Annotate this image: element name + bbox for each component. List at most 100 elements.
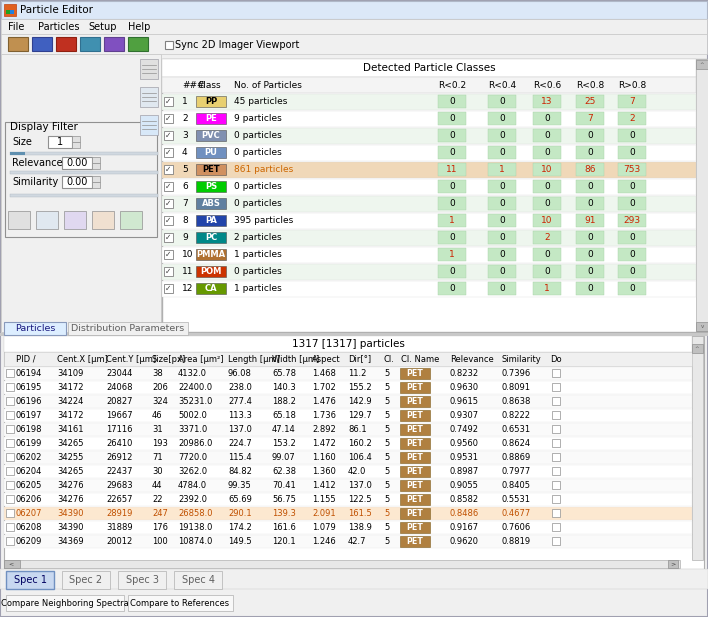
Bar [162, 196, 696, 212]
Bar [80, 37, 100, 51]
Text: 0.8091: 0.8091 [502, 383, 531, 392]
Text: 22400.0: 22400.0 [178, 383, 212, 392]
Bar [576, 282, 604, 295]
Bar [533, 129, 561, 142]
Bar [4, 507, 692, 520]
Bar [162, 77, 696, 93]
Text: 84.82: 84.82 [228, 466, 252, 476]
Bar [618, 231, 646, 244]
Text: Cent.Y [μm]: Cent.Y [μm] [106, 355, 156, 363]
Bar [576, 265, 604, 278]
Text: 0: 0 [629, 284, 635, 293]
Text: Compare to References: Compare to References [130, 598, 229, 608]
Text: Relevance: Relevance [450, 355, 493, 363]
Bar [196, 113, 226, 124]
Text: 06206: 06206 [16, 494, 42, 503]
Text: CA: CA [205, 284, 217, 293]
Text: 2.091: 2.091 [312, 508, 336, 518]
Bar [400, 479, 430, 491]
Bar [1, 19, 707, 34]
Bar [4, 322, 66, 335]
Bar [4, 535, 692, 548]
Text: 0.00: 0.00 [67, 177, 88, 187]
Bar [162, 213, 696, 229]
Text: PET: PET [406, 424, 423, 434]
Text: Compare Neighboring Spectra: Compare Neighboring Spectra [1, 598, 129, 608]
Bar [668, 560, 678, 568]
Text: 0.7977: 0.7977 [502, 466, 531, 476]
Text: 23044: 23044 [106, 368, 132, 378]
Bar [4, 521, 692, 534]
Text: v: v [700, 325, 704, 329]
Bar [533, 214, 561, 227]
Text: 0: 0 [499, 284, 505, 293]
Bar [6, 523, 14, 531]
Text: PP: PP [205, 97, 217, 106]
Text: 0.8624: 0.8624 [502, 439, 531, 447]
Text: 2: 2 [544, 233, 550, 242]
Text: 7: 7 [629, 97, 635, 106]
Bar [162, 162, 696, 178]
Bar [62, 157, 92, 169]
Bar [162, 281, 696, 297]
Text: Size: Size [12, 137, 32, 147]
Bar [576, 146, 604, 159]
Text: 1: 1 [57, 137, 63, 147]
Text: PET: PET [406, 439, 423, 447]
Text: Class: Class [198, 80, 222, 89]
Bar [196, 198, 226, 209]
Bar [438, 197, 466, 210]
Text: ✓: ✓ [165, 165, 171, 174]
Bar [618, 197, 646, 210]
Text: 35231.0: 35231.0 [178, 397, 212, 405]
Bar [552, 383, 560, 391]
Text: 0.6531: 0.6531 [502, 424, 531, 434]
Bar [164, 97, 173, 106]
Text: 10: 10 [182, 250, 193, 259]
Text: ✓: ✓ [165, 267, 171, 276]
Text: 5: 5 [384, 397, 389, 405]
Bar [533, 112, 561, 125]
Text: 1: 1 [449, 250, 455, 259]
Bar [4, 451, 692, 464]
Text: 65.78: 65.78 [272, 368, 296, 378]
Text: PET: PET [406, 368, 423, 378]
Bar [6, 595, 124, 611]
Text: Similarity: Similarity [502, 355, 542, 363]
Text: 10874.0: 10874.0 [178, 537, 212, 545]
Text: 0: 0 [449, 267, 455, 276]
Text: 0: 0 [499, 233, 505, 242]
Text: 153.2: 153.2 [272, 439, 296, 447]
Text: 0: 0 [499, 131, 505, 140]
Text: 86: 86 [584, 165, 595, 174]
Text: 31: 31 [152, 424, 163, 434]
Bar [488, 95, 516, 108]
Text: 238.0: 238.0 [228, 383, 252, 392]
Bar [438, 265, 466, 278]
Text: 06207: 06207 [16, 508, 42, 518]
Text: ✓: ✓ [165, 148, 171, 157]
Text: 0: 0 [449, 148, 455, 157]
Text: PET: PET [406, 383, 423, 392]
Bar [400, 536, 430, 547]
Text: 1 particles: 1 particles [234, 284, 282, 293]
Text: Particles: Particles [38, 22, 79, 31]
Text: 137.0: 137.0 [348, 481, 372, 489]
Bar [36, 211, 58, 229]
Bar [92, 157, 100, 163]
Bar [488, 129, 516, 142]
Bar [68, 322, 188, 335]
Text: 34255: 34255 [57, 452, 84, 462]
Bar [696, 59, 708, 331]
Text: 0.00: 0.00 [67, 158, 88, 168]
Text: PET: PET [406, 397, 423, 405]
Text: ✓: ✓ [165, 114, 171, 123]
Text: PET: PET [406, 494, 423, 503]
Text: 1.079: 1.079 [312, 523, 336, 531]
Text: 26410: 26410 [106, 439, 132, 447]
Text: 0.8582: 0.8582 [450, 494, 479, 503]
Text: 2.892: 2.892 [312, 424, 336, 434]
Text: Detected Particle Classes: Detected Particle Classes [362, 63, 496, 73]
Bar [164, 165, 173, 174]
Bar [196, 266, 226, 277]
